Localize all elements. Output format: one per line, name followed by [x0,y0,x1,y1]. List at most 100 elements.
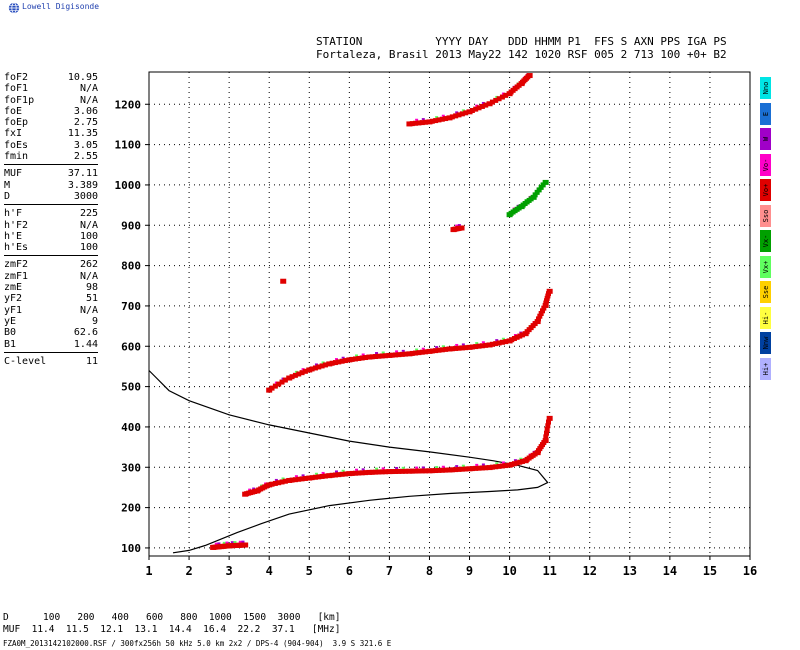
param-name: M [4,179,11,191]
echo-point-accent [381,467,385,470]
echo-point-accent [415,348,419,351]
echo-point [466,466,473,472]
echo-point [339,471,345,477]
param-row: foEs 3.05 [4,140,98,151]
echo-point [538,311,544,316]
echo-point [458,225,465,231]
echo-point-accent [395,350,399,353]
y-tick-label: 100 [121,542,141,555]
param-row: foF2 10.95 [4,72,98,83]
param-value: 9 [91,315,98,327]
echo-point [376,469,382,475]
echo-point [386,352,393,358]
echo-point [456,466,462,472]
param-value: 2.55 [73,151,98,163]
echo-point [476,343,482,349]
echo-point [503,339,509,345]
echo-point [409,468,415,474]
echo-point-accent [475,463,479,466]
echo-point-accent [455,343,459,346]
param-row: fxI 11.35 [4,128,98,139]
echo-point-accent [481,341,485,344]
echo-point [545,423,551,429]
echo-point [296,371,302,377]
param-row: zmF2 262 [4,259,98,270]
y-tick-label: 1200 [115,98,142,111]
echo-point [319,363,325,369]
echo-point [353,470,359,476]
echo-point [542,179,549,185]
echo-point-accent [421,347,425,350]
echo-point [499,339,505,345]
param-name: B1 [4,338,17,350]
echo-point [446,115,453,121]
x-tick-label: 2 [185,564,192,578]
echo-point [289,477,295,483]
echo-point [309,366,315,372]
param-name: D [4,190,11,202]
echo-point-accent [341,356,345,359]
echo-point [359,470,365,476]
echo-point-accent [294,475,298,478]
echo-point [509,337,515,343]
param-value: 100 [79,230,98,242]
echo-point [356,470,362,476]
echo-point [406,121,413,127]
echo-point [489,341,495,347]
echo-point [543,430,549,436]
echo-point [276,381,282,387]
echo-point [493,97,499,103]
echo-point [483,465,489,471]
echo-point-accent [415,118,419,121]
echo-point [366,354,373,360]
param-row: h'F2 N/A [4,220,98,231]
param-value: 2.75 [73,117,98,129]
echo-point-accent [461,464,465,467]
echo-point [459,111,465,117]
legend-label: Vx- [761,234,770,248]
legend-label: E [761,111,770,116]
legend-swatch: Vx- [760,230,771,252]
echo-point [426,119,433,125]
echo-point-accent [238,540,242,543]
echo-point [379,353,385,359]
echo-point [296,476,302,482]
legend-swatch: Hi+ [760,357,771,380]
echo-point [436,117,442,123]
echo-point [396,352,402,358]
echo-point [309,475,315,481]
echo-point [299,476,305,482]
echo-point [449,114,455,120]
echo-point [292,477,298,483]
echo-point [299,370,305,376]
param-value: 11 [85,355,98,367]
echo-point [489,464,495,470]
echo-point [336,472,342,478]
echo-point [429,118,435,124]
legend-label: Hi- [761,311,770,324]
legend-swatch: Nnw [760,332,771,354]
param-name: foF2 [4,72,29,83]
echo-point [416,350,422,356]
echo-point [393,468,399,474]
legend-swatch: W [760,128,771,150]
echo-point-accent [501,337,505,340]
echo-point [332,360,338,366]
echo-point-accent [361,468,365,471]
x-tick-label: 15 [703,564,717,578]
echo-point [326,473,333,479]
echo-point [459,345,465,351]
param-value: 100 [79,242,98,254]
echo-point [449,467,455,473]
polarization-legend: Nno E W Vo- Vo+ Sso Vx- Vx+ Sse Hi- Nnw Hi+ [760,77,771,383]
echo-point-accent [355,468,359,471]
echo-point [511,461,517,467]
echo-point [496,340,502,346]
echo-point-accent [421,118,425,121]
param-name: yE [4,315,17,327]
echo-point [469,466,475,472]
echo-point [423,468,429,474]
param-row: yF2 51 [4,293,98,304]
echo-point [446,346,453,352]
param-row: MUF 37.11 [4,168,98,179]
